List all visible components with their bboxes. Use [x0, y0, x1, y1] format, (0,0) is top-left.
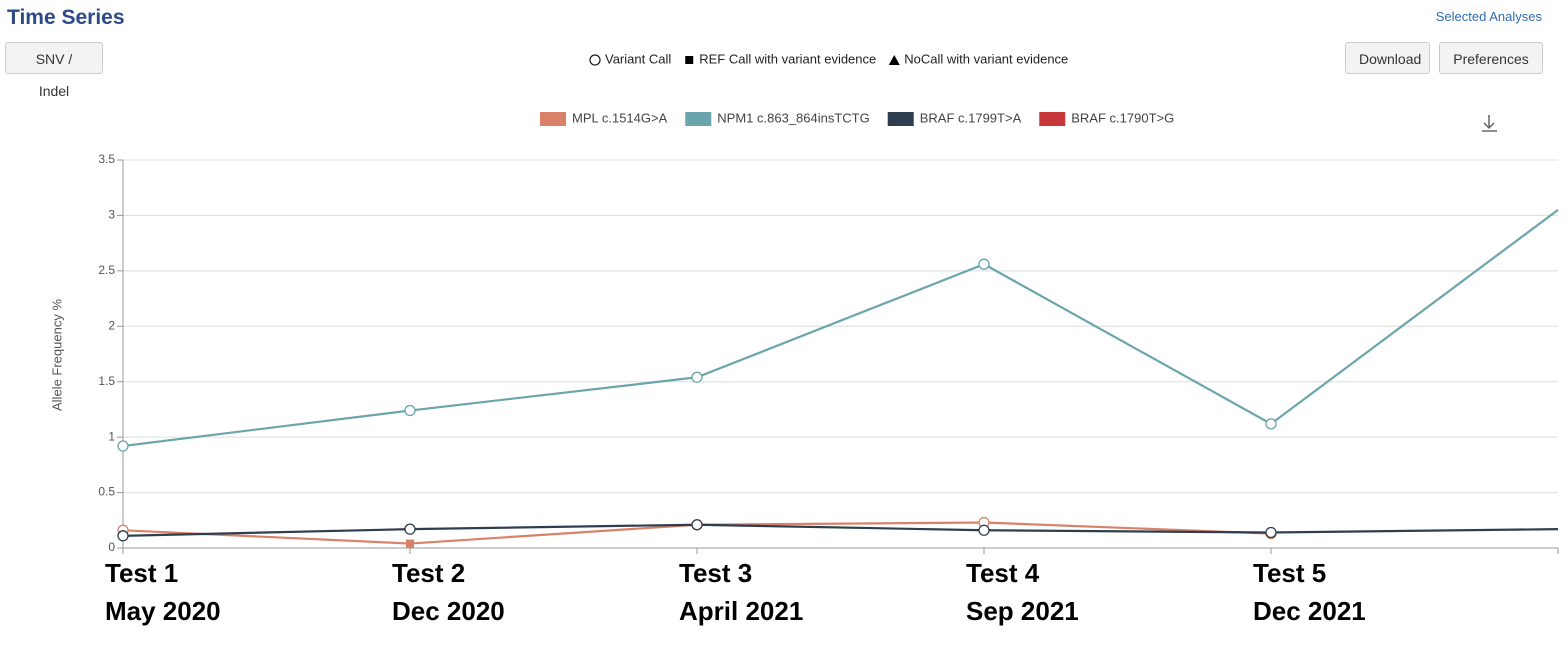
preferences-button[interactable]: Preferences: [1439, 42, 1543, 74]
y-tick-label: 3.5: [98, 152, 115, 166]
x-tick-label: Test 2: [392, 558, 465, 588]
marker-legend-label: REF Call with variant evidence: [699, 51, 876, 66]
x-tick-label: Test 5: [1253, 558, 1326, 588]
y-tick-label: 1: [108, 429, 115, 443]
y-tick-label: 1.5: [98, 374, 115, 388]
y-axis-label: Allele Frequency %: [49, 299, 64, 411]
marker-circle: [978, 524, 990, 536]
marker-circle: [691, 371, 703, 383]
legend-swatch: [887, 112, 914, 126]
x-tick-label: Test 4: [966, 558, 1040, 588]
marker-circle: [978, 258, 990, 270]
marker-legend-symbol: [589, 54, 601, 66]
x-tick-sublabel: April 2021: [679, 596, 803, 626]
export-icon-path: [1482, 115, 1497, 132]
marker-circle: [404, 404, 416, 417]
legend-label: BRAF c.1799T>A: [920, 110, 1022, 125]
x-tick-label: Test 3: [679, 558, 752, 588]
page-title: Time Series: [7, 6, 125, 29]
x-tick-label: Test 1: [105, 558, 178, 588]
series-line: [122, 209, 1559, 448]
marker-square: [406, 539, 414, 548]
download-button[interactable]: Download: [1345, 42, 1430, 74]
marker-circle: [117, 530, 129, 542]
legend-label: BRAF c.1790T>G: [1071, 110, 1174, 125]
legend-swatch: [685, 112, 712, 126]
marker-circle: [117, 440, 129, 452]
y-tick-label: 2.5: [98, 263, 115, 277]
snv-indel-button[interactable]: SNV / Indel: [5, 42, 103, 99]
series-line: [122, 523, 1559, 537]
y-tick-label: 0.5: [98, 485, 115, 499]
legend-label: NPM1 c.863_864insTCTG: [717, 110, 869, 125]
x-tick-sublabel: Dec 2020: [392, 596, 505, 626]
marker-circle: [404, 523, 416, 535]
y-tick-label: 2: [108, 318, 115, 332]
marker-legend-label: Variant Call: [605, 51, 671, 66]
marker-legend-symbol: [685, 56, 694, 64]
marker-legend-label: NoCall with variant evidence: [904, 51, 1068, 66]
legend-label: MPL c.1514G>A: [572, 110, 668, 125]
marker-circle: [1265, 526, 1277, 539]
y-tick-label: 0: [108, 540, 115, 554]
marker-circle: [691, 519, 703, 531]
export-icon[interactable]: [1482, 115, 1497, 132]
x-tick-sublabel: Dec 2021: [1253, 596, 1366, 626]
marker-legend-symbol: [888, 55, 900, 65]
marker-circle: [1265, 418, 1277, 430]
legend-swatch: [1039, 112, 1066, 126]
legend-swatch: [540, 112, 566, 126]
y-tick-label: 3: [108, 208, 115, 222]
selected-analyses-link[interactable]: Selected Analyses: [1435, 9, 1542, 24]
x-tick-sublabel: May 2020: [105, 596, 221, 626]
x-tick-sublabel: Sep 2021: [966, 596, 1079, 626]
